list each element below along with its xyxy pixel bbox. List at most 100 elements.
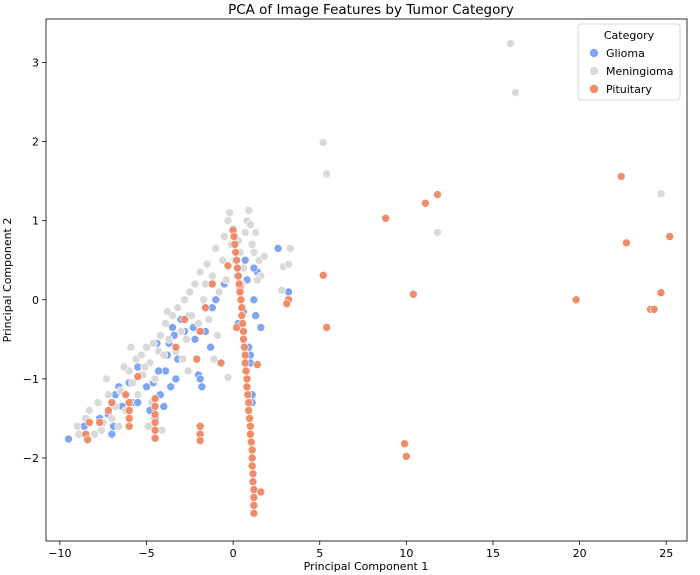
point-pituitary-23: [195, 436, 205, 445]
point-glioma-49: [249, 295, 259, 305]
point-pituitary-57: [246, 421, 255, 431]
point-meningioma-29: [173, 303, 182, 313]
point-pituitary-82: [616, 172, 626, 181]
point-meningioma-59: [246, 220, 255, 229]
x-axis-label: Principal Component 1: [304, 560, 429, 573]
point-meningioma-6: [104, 390, 113, 400]
point-meningioma-38: [199, 295, 208, 305]
point-meningioma-34: [187, 311, 196, 320]
point-pituitary-3: [95, 418, 104, 427]
point-meningioma-40: [204, 315, 214, 324]
point-pituitary-59: [247, 437, 256, 447]
y-tick-label: 2: [32, 136, 39, 149]
legend-marker-pituitary: [589, 84, 599, 94]
point-meningioma-31: [180, 295, 189, 305]
point-meningioma-80: [505, 39, 515, 48]
point-pituitary-11: [133, 372, 143, 381]
point-meningioma-61: [249, 248, 259, 257]
point-meningioma-17: [142, 342, 151, 352]
y-tick-label: −2: [23, 452, 39, 465]
point-pituitary-56: [245, 414, 254, 423]
point-glioma-13: [142, 382, 151, 392]
point-pituitary-28: [223, 261, 233, 271]
point-meningioma-88: [213, 331, 222, 340]
x-tick-label: 20: [573, 547, 587, 560]
point-meningioma-67: [284, 259, 293, 269]
legend-label-glioma: Glioma: [606, 47, 645, 60]
point-meningioma-44: [218, 255, 227, 265]
point-meningioma-82: [656, 189, 666, 199]
point-pituitary-37: [233, 263, 242, 273]
y-tick-label: 0: [32, 294, 39, 307]
point-meningioma-7: [107, 414, 117, 423]
chart-title: PCA of Image Features by Tumor Category: [228, 2, 514, 18]
point-meningioma-35: [190, 279, 200, 289]
legend-box: [577, 23, 681, 101]
point-meningioma-30: [176, 327, 186, 336]
point-pituitary-48: [240, 350, 250, 360]
point-pituitary-68: [249, 508, 259, 518]
point-glioma-56: [154, 366, 163, 376]
point-pituitary-41: [236, 295, 246, 305]
point-pituitary-7: [124, 398, 134, 407]
point-pituitary-61: [247, 453, 257, 463]
point-meningioma-20: [149, 338, 158, 348]
scatter-points: [64, 39, 675, 518]
point-pituitary-77: [401, 452, 411, 461]
point-meningioma-45: [220, 232, 229, 241]
point-pituitary-14: [150, 410, 160, 419]
point-meningioma-3: [93, 398, 103, 407]
point-pituitary-69: [256, 487, 266, 497]
legend-label-meningioma: Meningioma: [606, 65, 673, 78]
point-meningioma-84: [140, 362, 149, 372]
point-meningioma-83: [126, 342, 136, 352]
point-meningioma-90: [253, 275, 262, 285]
y-tick-label: −1: [23, 373, 39, 386]
point-meningioma-36: [194, 319, 203, 328]
legend-marker-meningioma: [589, 66, 599, 76]
point-meningioma-26: [164, 334, 174, 344]
point-pituitary-2: [85, 418, 94, 427]
point-pituitary-78: [408, 289, 418, 299]
point-meningioma-14: [133, 390, 143, 400]
series-pituitary: [81, 172, 675, 518]
point-glioma-4: [107, 429, 117, 439]
point-pituitary-33: [229, 232, 239, 241]
plot-frame: [45, 18, 688, 542]
point-pituitary-49: [240, 358, 250, 368]
point-glioma-0: [64, 434, 73, 444]
point-pituitary-83: [622, 238, 631, 248]
x-tick-label: 15: [486, 547, 500, 560]
point-pituitary-42: [237, 303, 247, 313]
point-meningioma-46: [221, 275, 231, 285]
point-meningioma-77: [318, 138, 328, 147]
point-meningioma-62: [251, 228, 260, 237]
point-meningioma-74: [209, 354, 219, 364]
point-glioma-27: [171, 374, 181, 384]
point-pituitary-79: [421, 199, 430, 208]
point-pituitary-74: [322, 323, 332, 332]
y-tick-label: 1: [32, 215, 39, 228]
point-meningioma-72: [114, 421, 124, 431]
point-pituitary-66: [249, 493, 259, 502]
point-pituitary-52: [242, 382, 252, 392]
point-pituitary-87: [665, 232, 675, 241]
point-pituitary-21: [195, 421, 205, 431]
point-pituitary-67: [249, 501, 259, 510]
x-tick-label: 5: [316, 547, 323, 560]
point-meningioma-39: [202, 259, 212, 269]
point-pituitary-50: [241, 366, 251, 376]
point-meningioma-47: [223, 216, 233, 225]
point-pituitary-85: [649, 304, 659, 314]
point-meningioma-48: [225, 208, 234, 218]
point-meningioma-32: [182, 334, 191, 344]
point-meningioma-5: [97, 425, 106, 435]
point-meningioma-92: [119, 362, 129, 372]
x-tick-label: 0: [230, 547, 237, 560]
point-pituitary-40: [235, 287, 245, 297]
point-pituitary-76: [400, 439, 409, 449]
point-pituitary-86: [656, 288, 666, 298]
point-pituitary-12: [150, 394, 160, 403]
legend: Category Glioma Meningioma Pituitary: [577, 23, 681, 101]
point-pituitary-31: [232, 323, 241, 332]
